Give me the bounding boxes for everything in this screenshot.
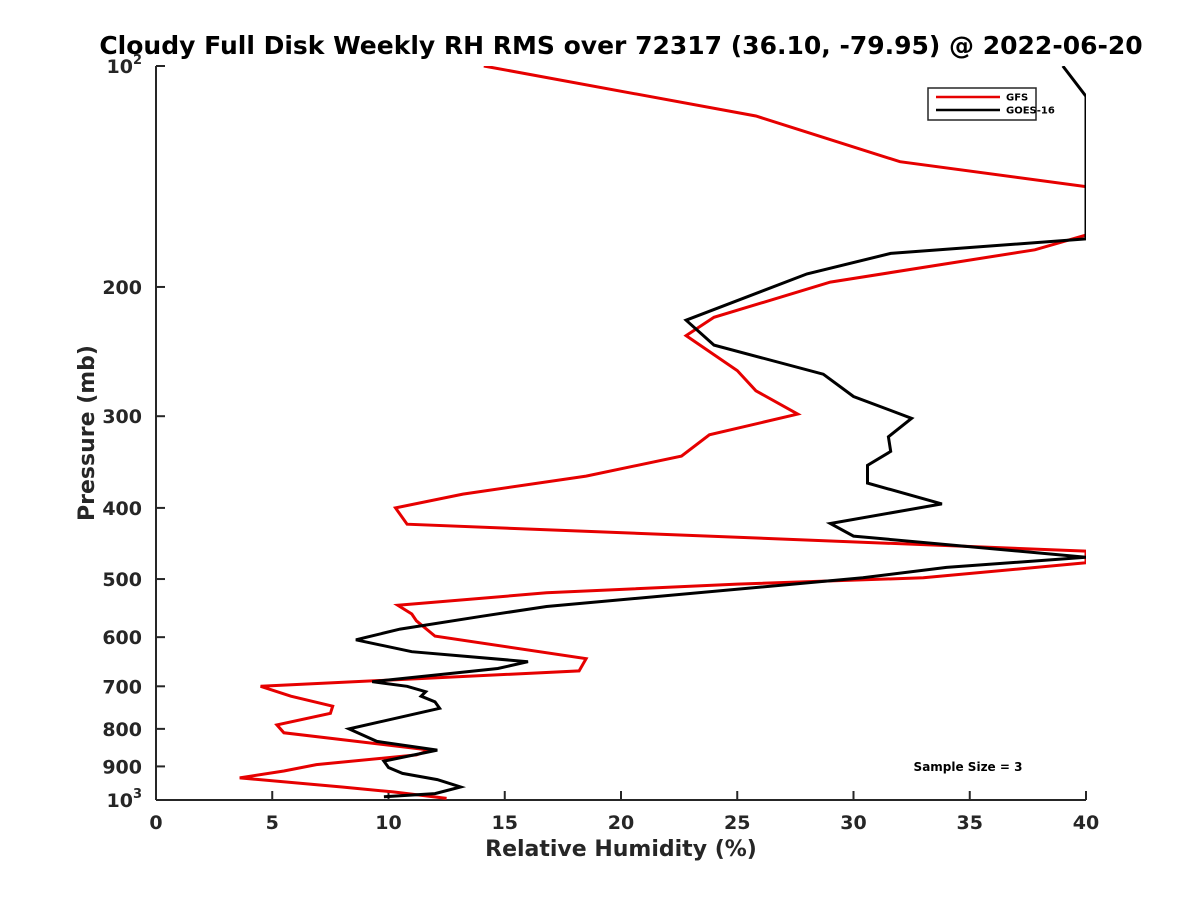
- y-tick-label: 700: [102, 676, 142, 698]
- y-tick-label: 300: [102, 406, 142, 428]
- x-tick-label: 20: [608, 812, 634, 834]
- series-line-gfs: [239, 66, 1086, 800]
- series-lines: [239, 66, 1086, 800]
- y-tick-label: 102: [107, 53, 143, 78]
- chart-title: Cloudy Full Disk Weekly RH RMS over 7231…: [99, 31, 1142, 60]
- y-axis-label: Pressure (mb): [75, 345, 100, 521]
- x-tick-label: 40: [1073, 812, 1099, 834]
- axes: 0 5 10 15 20 25 30 35 40 102 200 300 400 500 600 700 800…: [102, 53, 1099, 834]
- x-tick-label: 10: [375, 812, 401, 834]
- x-tick-label: 35: [957, 812, 983, 834]
- legend-label: GFS: [1006, 93, 1028, 104]
- x-axis-label: Relative Humidity (%): [485, 837, 757, 862]
- x-tick-label: 25: [724, 812, 750, 834]
- y-tick-label: 200: [102, 277, 142, 299]
- y-tick-label: 400: [102, 498, 142, 520]
- x-tick-label: 15: [492, 812, 518, 834]
- legend-label: GOES-16: [1006, 106, 1055, 117]
- x-tick-label: 30: [840, 812, 866, 834]
- y-tick-label: 800: [102, 719, 142, 741]
- series-line-goes-16: [344, 66, 1086, 799]
- sample-size-note: Sample Size = 3: [914, 760, 1023, 774]
- y-tick-label: 103: [107, 787, 143, 812]
- y-tick-label: 900: [102, 756, 142, 778]
- y-tick-label: 600: [102, 627, 142, 649]
- x-tick-label: 5: [266, 812, 279, 834]
- x-tick-label: 0: [149, 812, 162, 834]
- legend: GFS GOES-16: [927, 87, 1055, 121]
- legend-box: [927, 87, 1037, 121]
- y-tick-label: 500: [102, 569, 142, 591]
